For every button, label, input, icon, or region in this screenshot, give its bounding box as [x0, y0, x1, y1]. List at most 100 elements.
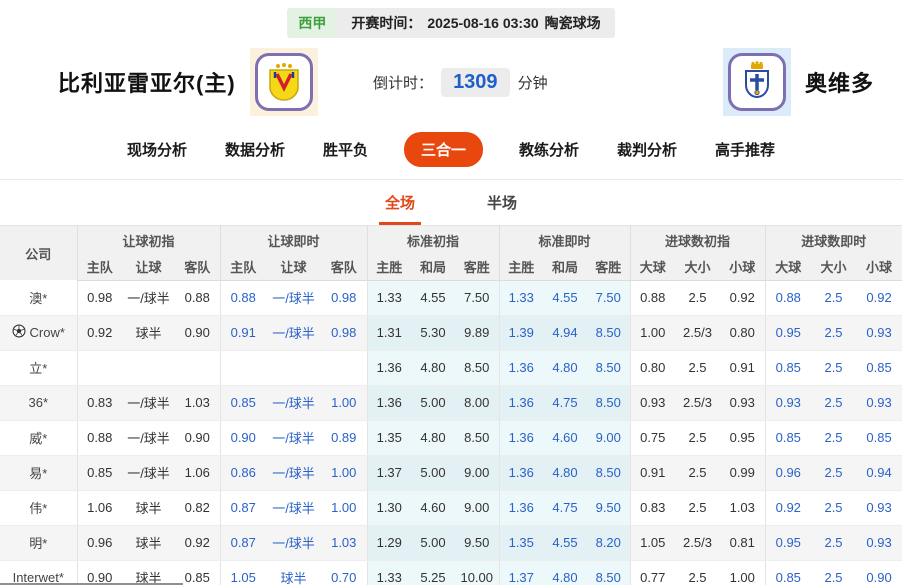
scope-subtabs: 全场 半场 — [0, 180, 902, 226]
odds-cell: 2.5 — [811, 350, 857, 386]
odds-cell: 0.92 — [720, 280, 766, 316]
odds-cell: 1.36 — [366, 350, 411, 386]
odds-cell: 0.93 — [720, 385, 766, 421]
odds-cell: 8.50 — [587, 560, 630, 585]
league-badge: 西甲 — [287, 8, 338, 38]
column-standard-initial-0: 主胜 — [366, 254, 411, 281]
company-cell[interactable]: Interwet* — [0, 560, 77, 585]
odds-cell: 4.80 — [411, 350, 455, 386]
odds-cell: 0.90 — [219, 420, 266, 456]
odds-cell: 0.93 — [764, 385, 812, 421]
odds-cell: 0.88 — [764, 280, 812, 316]
odds-cell: 1.06 — [76, 490, 122, 526]
column-handicap-live-2: 客队 — [321, 254, 367, 281]
odds-cell: 0.98 — [321, 280, 367, 316]
company-cell[interactable]: 立* — [0, 350, 77, 386]
odds-cell: 5.30 — [411, 315, 455, 351]
odds-cell: 0.92 — [76, 315, 122, 351]
column-company: 公司 — [0, 226, 78, 280]
odds-cell: 0.85 — [856, 350, 902, 386]
table-row: 澳* 0.98 一/球半 0.88 0.88 一/球半 0.98 1.33 4.55 7.50 1.… — [0, 280, 902, 316]
odds-cell: 0.75 — [629, 420, 675, 456]
odds-cell: 0.91 — [720, 350, 766, 386]
odds-cell: 2.5 — [675, 280, 720, 316]
odds-table-header: 公司 让球初指 让球即时 标准初指 标准即时 进球数初指 进球数即时 主队 让球 客队 主队 让球… — [0, 226, 902, 281]
column-handicap-initial-0: 主队 — [76, 254, 122, 281]
odds-cell: 0.85 — [175, 560, 220, 585]
odds-cell: 0.94 — [856, 455, 902, 491]
odds-cell: 1.39 — [498, 315, 543, 351]
odds-cell: 4.80 — [543, 455, 587, 491]
company-cell[interactable]: 明* — [0, 525, 77, 561]
odds-cell: 2.5/3 — [675, 385, 720, 421]
odds-cell: 0.90 — [76, 560, 122, 585]
odds-table: 公司 让球初指 让球即时 标准初指 标准即时 进球数初指 进球数即时 主队 让球 客队 主队 让球… — [0, 226, 902, 585]
odds-cell: 一/球半 — [266, 490, 321, 526]
nav-tab-win-draw-lose[interactable]: 胜平负 — [322, 142, 368, 159]
company-name: 立* — [29, 358, 47, 377]
nav-tab-data-analysis[interactable]: 数据分析 — [224, 142, 285, 159]
next-row-top-edge — [0, 583, 183, 585]
odds-cell: 1.31 — [366, 315, 411, 351]
odds-cell: 0.91 — [629, 455, 675, 491]
company-label: 36* — [28, 395, 49, 410]
column-standard-initial-1: 和局 — [411, 254, 455, 281]
odds-cell: 0.81 — [720, 525, 766, 561]
odds-cell: 0.95 — [720, 420, 766, 456]
odds-cell: 1.00 — [321, 490, 367, 526]
nav-tabs: 现场分析 数据分析 胜平负 三合一 教练分析 裁判分析 高手推荐 — [0, 122, 902, 180]
odds-cell: 一/球半 — [122, 420, 175, 456]
company-cell[interactable]: 36* — [0, 385, 77, 421]
odds-cell: 0.90 — [175, 420, 220, 456]
odds-cell: 9.89 — [455, 315, 499, 351]
column-goals-live-2: 小球 — [856, 254, 902, 281]
column-group-handicap-initial: 让球初指 — [76, 226, 220, 254]
odds-cell: 9.50 — [587, 490, 630, 526]
column-goals-initial-2: 小球 — [720, 254, 766, 281]
odds-cell: 0.70 — [321, 560, 367, 585]
kickoff-info: 开赛时间： 2025-08-16 03:30 陶瓷球场 — [337, 8, 615, 38]
odds-cell: 0.93 — [856, 385, 902, 421]
subtab-half-match[interactable]: 半场 — [487, 195, 518, 212]
odds-cell: 4.75 — [543, 490, 587, 526]
countdown-unit: 分钟 — [517, 74, 548, 92]
odds-cell — [266, 350, 321, 386]
nav-tab-coach-analysis[interactable]: 教练分析 — [519, 142, 580, 159]
odds-cell: 0.95 — [764, 315, 812, 351]
company-cell[interactable]: 伟* — [0, 490, 77, 526]
odds-cell: 1.00 — [629, 315, 675, 351]
odds-cell: 一/球半 — [122, 455, 175, 491]
odds-cell: 1.36 — [498, 455, 543, 491]
countdown-label: 倒计时： — [373, 74, 434, 92]
odds-cell: 8.00 — [455, 385, 499, 421]
company-name: 明* — [29, 533, 47, 552]
odds-cell: 1.00 — [720, 560, 766, 585]
odds-cell: 0.95 — [764, 525, 812, 561]
company-cell[interactable]: 澳* — [0, 280, 77, 316]
odds-cell: 0.99 — [720, 455, 766, 491]
odds-cell — [76, 350, 122, 386]
subtab-full-match[interactable]: 全场 — [378, 180, 421, 225]
kickoff-label: 开赛时间： — [351, 15, 422, 31]
company-name: Interwet* — [13, 570, 64, 585]
villarreal-crest-icon — [254, 53, 313, 111]
table-row: 36* 0.83 一/球半 1.03 0.85 一/球半 1.00 1.36 5.00 8.00 1… — [0, 385, 902, 421]
company-cell[interactable]: 易* — [0, 455, 77, 491]
company-cell[interactable]: Crow* — [0, 315, 77, 351]
nav-tab-referee-analysis[interactable]: 裁判分析 — [617, 142, 678, 159]
table-row: 易* 0.85 一/球半 1.06 0.86 一/球半 1.00 1.37 5.00 9.00 1.… — [0, 455, 902, 491]
company-name: 易* — [29, 463, 47, 482]
odds-cell: 1.06 — [175, 455, 220, 491]
column-handicap-initial-2: 客队 — [175, 254, 220, 281]
nav-tab-three-in-one[interactable]: 三合一 — [403, 132, 483, 167]
column-goals-live-1: 大小 — [811, 254, 857, 281]
odds-cell: 9.00 — [455, 455, 499, 491]
nav-tab-expert-picks[interactable]: 高手推荐 — [715, 142, 776, 159]
odds-cell: 2.5 — [675, 455, 720, 491]
odds-cell: 2.5/3 — [675, 525, 720, 561]
odds-cell: 8.50 — [587, 385, 630, 421]
company-cell[interactable]: 威* — [0, 420, 77, 456]
nav-tab-live-analysis[interactable]: 现场分析 — [126, 142, 187, 159]
odds-cell: 一/球半 — [266, 280, 321, 316]
company-name: 36* — [28, 395, 48, 410]
